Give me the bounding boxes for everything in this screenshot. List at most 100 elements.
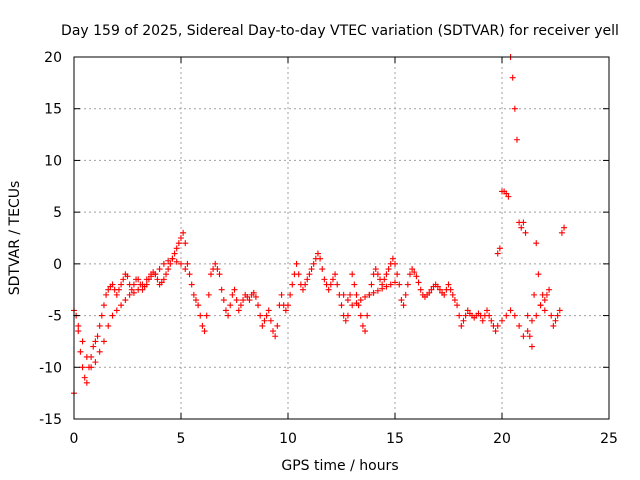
data-point — [235, 307, 242, 314]
data-point — [192, 297, 199, 304]
data-point — [499, 317, 505, 324]
data-point — [98, 312, 105, 319]
data-point — [160, 260, 167, 267]
data-point — [229, 291, 236, 298]
data-point — [195, 302, 202, 309]
data-point — [285, 302, 291, 309]
data-point — [353, 291, 360, 298]
data-point — [79, 338, 86, 345]
data-point — [79, 364, 86, 371]
data-point — [156, 266, 163, 273]
data-point — [526, 333, 533, 340]
data-point — [118, 302, 125, 309]
data-point — [398, 297, 405, 304]
data-point — [392, 279, 398, 286]
data-point — [244, 293, 251, 300]
data-point — [173, 245, 180, 252]
data-point — [124, 273, 131, 280]
data-point — [383, 271, 390, 278]
data-point — [533, 240, 540, 247]
data-point — [496, 245, 503, 252]
data-point — [535, 271, 542, 278]
data-point — [220, 297, 227, 304]
data-point — [182, 240, 189, 247]
data-point — [83, 379, 90, 386]
data-point — [270, 328, 277, 335]
data-point — [259, 322, 266, 329]
data-point — [447, 286, 454, 293]
data-point — [556, 307, 563, 314]
axis-ticks — [73, 56, 610, 420]
y-tick-label: -10 — [39, 360, 62, 376]
data-point — [227, 302, 234, 309]
data-point — [293, 260, 300, 267]
data-point — [372, 266, 379, 273]
data-point — [492, 328, 499, 335]
data-point — [299, 286, 306, 293]
data-point — [528, 317, 535, 324]
data-point — [404, 281, 411, 288]
data-point — [488, 317, 495, 324]
data-point — [413, 273, 420, 280]
data-point — [295, 271, 302, 278]
data-point — [357, 297, 364, 304]
data-point — [287, 291, 294, 298]
data-point — [278, 291, 285, 298]
data-point — [126, 291, 133, 298]
data-point — [347, 291, 354, 298]
data-point — [182, 266, 189, 273]
data-point — [537, 302, 544, 309]
data-point — [148, 273, 155, 280]
data-point — [222, 307, 229, 314]
data-point — [289, 281, 296, 288]
data-point — [357, 312, 364, 319]
data-point — [214, 266, 221, 273]
data-point — [105, 322, 112, 329]
data-point — [92, 338, 99, 345]
data-point — [178, 260, 184, 267]
data-point — [308, 266, 315, 273]
data-point — [548, 312, 555, 319]
data-point — [327, 281, 334, 288]
data-point — [479, 317, 486, 324]
data-point — [83, 353, 90, 360]
data-point — [225, 312, 232, 319]
plot-frame — [73, 56, 610, 420]
data-point — [306, 271, 313, 278]
data-point — [75, 328, 82, 335]
data-point — [454, 302, 461, 309]
data-point — [524, 328, 531, 335]
data-point — [344, 297, 351, 304]
data-point — [359, 322, 366, 329]
data-point — [103, 291, 110, 298]
data-point — [524, 312, 531, 319]
data-point — [113, 291, 120, 298]
data-point — [351, 281, 358, 288]
data-point — [246, 297, 253, 304]
data-point — [385, 266, 392, 273]
data-point — [434, 283, 441, 290]
data-point — [334, 281, 341, 288]
data-point — [445, 281, 452, 288]
data-point — [160, 276, 167, 283]
data-point — [325, 286, 332, 293]
data-point — [96, 348, 103, 355]
data-point — [252, 293, 259, 300]
y-tick-label: -15 — [39, 412, 62, 428]
data-point — [392, 260, 398, 267]
chart-title: Day 159 of 2025, Sidereal Day-to-day VTE… — [61, 23, 619, 39]
x-axis-label: GPS time / hours — [281, 458, 398, 474]
data-point — [94, 333, 101, 340]
y-axis-label: SDTVAR / TECUs — [7, 181, 23, 296]
data-point — [314, 250, 321, 257]
data-point — [494, 250, 501, 257]
data-point — [250, 289, 257, 296]
data-point — [199, 322, 206, 329]
data-point — [383, 283, 390, 290]
y-tick-label: 5 — [53, 205, 62, 221]
data-point — [451, 297, 458, 304]
data-point — [464, 307, 471, 314]
data-points — [71, 54, 568, 397]
data-point — [321, 276, 328, 283]
